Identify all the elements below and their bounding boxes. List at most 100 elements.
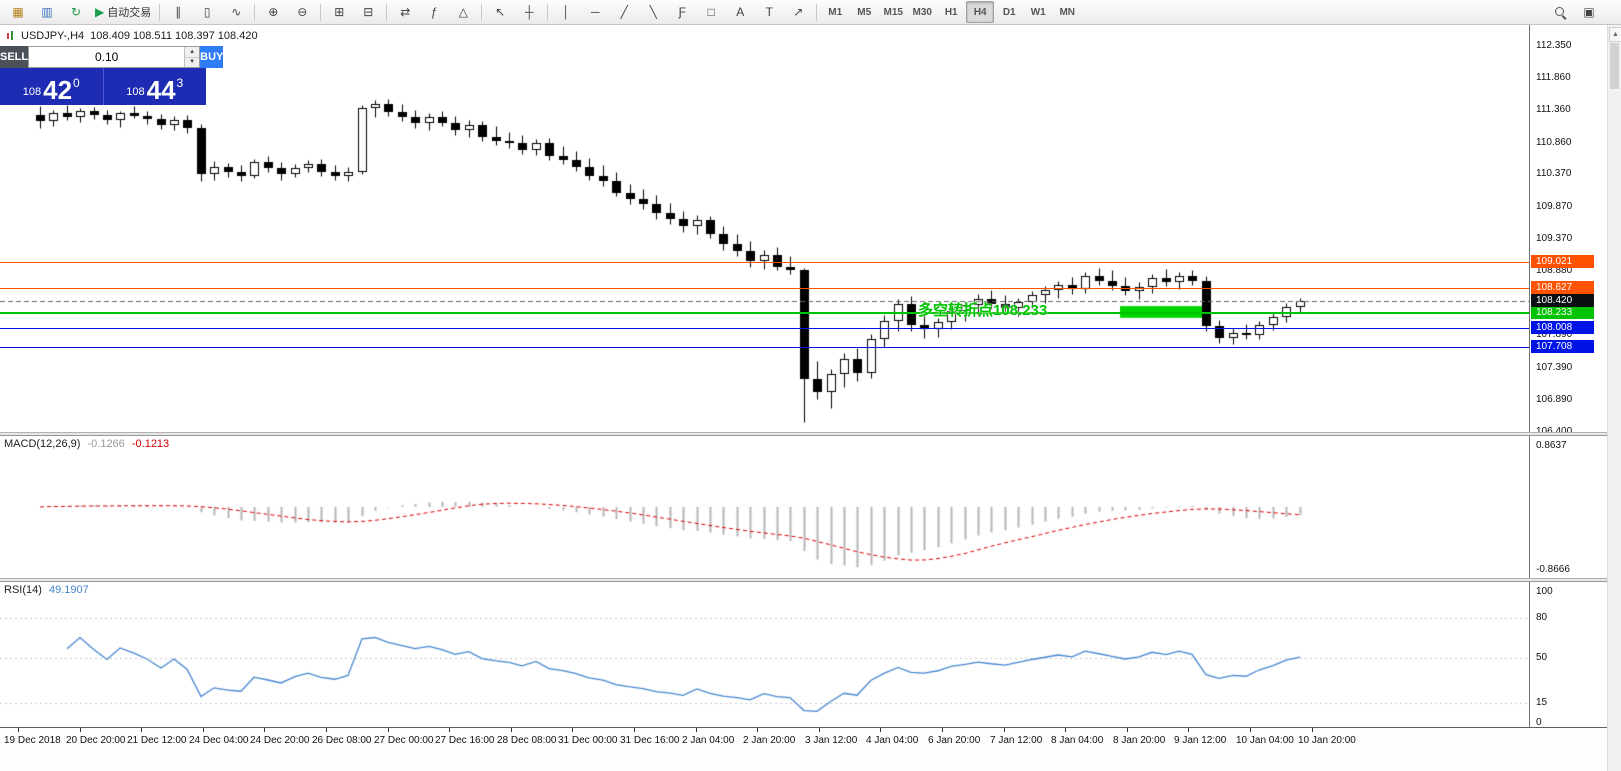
cascade-windows-icon[interactable]: ⊟ bbox=[363, 5, 374, 19]
time-axis-label: 31 Dec 16:00 bbox=[620, 735, 680, 746]
rsi-chart-canvas[interactable] bbox=[0, 582, 1529, 727]
time-axis-tick bbox=[819, 728, 820, 732]
time-axis-tick bbox=[1188, 728, 1189, 732]
autotrading-label: 自动交易 bbox=[107, 7, 152, 19]
sell-price-big-digits: 42 bbox=[43, 75, 73, 105]
price-line-107.708[interactable] bbox=[0, 347, 1529, 348]
scrollbar-thumb[interactable] bbox=[1610, 43, 1619, 89]
toolbar: ▦ ▥ ↻ ▶ 自动交易 ∥ ▯ ∿ ⊕ ⊖ ⊞ ⊟ ⇄ ƒ △ ↖ ┼ │ ─ ╱ ╲ Ƒ □ A T ↗ M1 M5 M15 M30 H… bbox=[0, 0, 1621, 25]
line-chart-icon[interactable]: ∿ bbox=[231, 5, 242, 19]
timeframe-h1-button[interactable]: H1 bbox=[944, 6, 958, 18]
timeframe-m30-button[interactable]: M30 bbox=[912, 6, 932, 18]
vertical-scrollbar[interactable]: ▲ bbox=[1607, 25, 1621, 771]
price-line-tag: 109.021 bbox=[1531, 255, 1594, 268]
shapes-icon[interactable]: □ bbox=[707, 5, 715, 19]
buy-button[interactable]: BUY bbox=[200, 46, 224, 68]
time-axis-label: 31 Dec 00:00 bbox=[558, 735, 618, 746]
macd-axis-max-label: 0.8637 bbox=[1536, 440, 1567, 451]
autotrading-button[interactable]: ▶ 自动交易 bbox=[91, 1, 155, 23]
time-axis-tick bbox=[18, 728, 19, 732]
macd-value-signal: -0.1213 bbox=[131, 438, 170, 450]
time-axis-tick bbox=[388, 728, 389, 732]
tile-windows-icon[interactable]: ⊞ bbox=[334, 5, 345, 19]
volume-up-button[interactable]: ▲ bbox=[185, 47, 200, 58]
price-line-tag: 108.008 bbox=[1531, 321, 1594, 334]
macd-label: MACD(12,26,9) -0.1266 -0.1213 bbox=[4, 438, 173, 450]
price-axis-label: 107.890 bbox=[1536, 329, 1573, 340]
time-axis-label: 3 Jan 12:00 bbox=[805, 735, 858, 746]
candlestick-chart-icon[interactable]: ▯ bbox=[203, 5, 211, 19]
turning-point-annotation[interactable]: 多空转折点108.233 bbox=[918, 302, 1048, 319]
panel-separator[interactable] bbox=[0, 578, 1607, 582]
price-chart-panel: USDJPY-,H4 108.409 108.511 108.397 108.4… bbox=[0, 25, 1529, 432]
sell-button[interactable]: SELL bbox=[0, 46, 29, 68]
horizontal-line-icon[interactable]: ─ bbox=[590, 5, 600, 19]
window-layout-icon[interactable]: ▣ bbox=[1583, 5, 1595, 19]
refresh-icon[interactable]: ↻ bbox=[70, 5, 82, 19]
time-axis-tick bbox=[1250, 728, 1251, 732]
panel-separator[interactable] bbox=[0, 432, 1607, 436]
sell-price-prefix: 108 bbox=[22, 86, 42, 98]
new-order-icon[interactable]: ⇄ bbox=[400, 5, 411, 19]
one-click-trade-panel: SELL ▲ ▼ BUY 108 42 0 bbox=[0, 46, 224, 105]
buy-price-display[interactable]: 108 44 3 bbox=[104, 68, 207, 105]
rsi-value: 49.1907 bbox=[48, 584, 89, 596]
time-axis-tick bbox=[326, 728, 327, 732]
time-axis-label: 2 Jan 04:00 bbox=[682, 735, 735, 746]
price-line-108.627[interactable] bbox=[0, 288, 1529, 289]
price-line-108.233[interactable] bbox=[0, 312, 1529, 314]
toolbar-separator bbox=[481, 3, 483, 21]
time-axis-tick bbox=[203, 728, 204, 732]
macd-value-main: -0.1266 bbox=[87, 438, 125, 450]
price-axis: 0.8637 -0.8666 112.350 111.860 111.360 110.… bbox=[1529, 25, 1607, 728]
price-line-tag: 108.627 bbox=[1531, 281, 1594, 294]
bar-chart-icon[interactable]: ∥ bbox=[175, 5, 182, 19]
timeframe-w1-button[interactable]: W1 bbox=[1030, 6, 1046, 18]
timeframe-h4-button[interactable]: H4 bbox=[966, 1, 995, 23]
macd-chart-canvas[interactable] bbox=[0, 436, 1529, 578]
ohlc-readout: 108.409 108.511 108.397 108.420 bbox=[90, 30, 258, 42]
timeframe-m5-button[interactable]: M5 bbox=[857, 6, 872, 18]
time-axis-tick bbox=[80, 728, 81, 732]
timeframe-mn-button[interactable]: MN bbox=[1059, 6, 1076, 18]
new-chart-icon[interactable]: ▦ bbox=[12, 5, 24, 19]
text-icon[interactable]: A bbox=[736, 5, 745, 19]
sell-price-display[interactable]: 108 42 0 bbox=[0, 68, 103, 105]
macd-name: MACD(12,26,9) bbox=[4, 438, 81, 450]
time-axis-label: 10 Jan 20:00 bbox=[1298, 735, 1356, 746]
price-axis-label: 109.370 bbox=[1536, 233, 1573, 244]
channel-icon[interactable]: ╲ bbox=[649, 5, 657, 19]
price-axis-label: 110.860 bbox=[1536, 137, 1572, 148]
cursor-icon[interactable]: ↖ bbox=[495, 5, 506, 19]
trendline-icon[interactable]: ╱ bbox=[620, 5, 628, 19]
price-line-108.008[interactable] bbox=[0, 328, 1529, 329]
fibonacci-icon[interactable]: Ƒ bbox=[678, 5, 686, 19]
rsi-axis-label: 80 bbox=[1536, 612, 1548, 623]
time-axis-label: 24 Dec 20:00 bbox=[250, 735, 310, 746]
chart-profiles-icon[interactable]: ▥ bbox=[41, 5, 53, 19]
zoom-in-icon[interactable]: ⊕ bbox=[268, 5, 279, 19]
text-label-icon[interactable]: T bbox=[765, 5, 773, 19]
time-axis-tick bbox=[696, 728, 697, 732]
vertical-line-icon[interactable]: │ bbox=[562, 5, 570, 19]
candlestick-chart-canvas[interactable] bbox=[0, 25, 1529, 432]
search-icon[interactable] bbox=[1554, 6, 1567, 19]
timeframe-m1-button[interactable]: M1 bbox=[828, 6, 843, 18]
time-axis-tick bbox=[264, 728, 265, 732]
time-axis-tick bbox=[1312, 728, 1313, 732]
time-axis-label: 8 Jan 04:00 bbox=[1051, 735, 1104, 746]
arrows-icon[interactable]: ↗ bbox=[793, 5, 804, 19]
timeframe-d1-button[interactable]: D1 bbox=[1002, 6, 1016, 18]
objects-list-icon[interactable]: △ bbox=[458, 5, 468, 19]
symbol-chart-icon bbox=[6, 31, 15, 41]
timeframe-m15-button[interactable]: M15 bbox=[883, 6, 903, 18]
volume-spinner: ▲ ▼ bbox=[184, 47, 200, 67]
zoom-out-icon[interactable]: ⊖ bbox=[297, 5, 308, 19]
price-line-109.021[interactable] bbox=[0, 262, 1529, 263]
volume-input[interactable] bbox=[29, 47, 185, 67]
volume-down-button[interactable]: ▼ bbox=[185, 57, 200, 67]
crosshair-icon[interactable]: ┼ bbox=[524, 5, 534, 19]
scrollbar-up-icon[interactable]: ▲ bbox=[1609, 27, 1621, 42]
indicators-icon[interactable]: ƒ bbox=[430, 5, 438, 19]
time-axis-label: 20 Dec 20:00 bbox=[66, 735, 126, 746]
